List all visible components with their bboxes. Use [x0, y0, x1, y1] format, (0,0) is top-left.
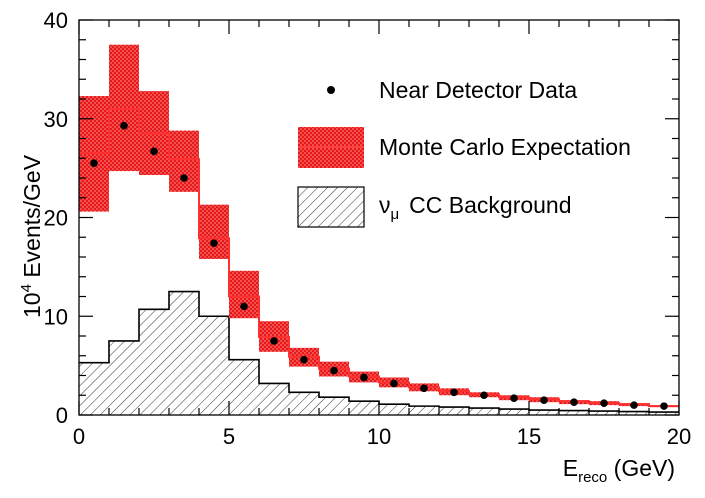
background-histogram	[79, 290, 679, 415]
background-bar	[589, 411, 619, 415]
background-bar	[79, 362, 109, 415]
background-bar	[649, 412, 679, 415]
data-point	[390, 379, 398, 388]
data-point	[300, 355, 308, 364]
x-tick-label: 0	[73, 424, 85, 449]
background-bar	[259, 383, 289, 415]
y-tick-label: 40	[44, 8, 68, 33]
y-tick-label: 10	[44, 304, 68, 329]
legend-label-background: νμ CC Background	[379, 192, 572, 223]
data-point	[360, 373, 368, 382]
y-axis-title: 104 Events/GeV	[18, 154, 45, 318]
data-point	[630, 401, 638, 409]
background-bar	[559, 410, 589, 415]
mc-band	[79, 44, 679, 408]
background-bar	[619, 411, 649, 415]
axis-ticks	[78, 19, 680, 416]
legend: Near Detector Data Monte Carlo Expectati…	[297, 77, 631, 228]
background-bar	[349, 401, 379, 415]
background-bar	[169, 291, 199, 415]
mc-error-box	[199, 204, 229, 259]
x-tick-label: 20	[667, 424, 691, 449]
data-point	[660, 402, 668, 410]
data-point	[150, 147, 158, 156]
x-tick-label: 15	[517, 424, 541, 449]
data-points	[90, 121, 668, 410]
data-point	[90, 159, 98, 167]
data-point	[210, 239, 218, 247]
data-point	[420, 384, 428, 393]
mc-error-box	[169, 130, 199, 192]
background-bar	[199, 316, 229, 415]
y-tick-label: 0	[56, 403, 68, 428]
background-bar	[109, 340, 139, 415]
legend-marker-data	[327, 86, 335, 94]
data-point	[600, 399, 608, 407]
data-point	[540, 396, 548, 404]
x-tick-label: 10	[367, 424, 391, 449]
background-bar	[289, 392, 319, 415]
y-tick-label: 30	[44, 107, 68, 132]
legend-swatch-background	[297, 186, 365, 228]
background-bar	[139, 309, 169, 415]
data-point	[510, 394, 518, 403]
background-bar	[229, 359, 259, 415]
x-axis-title: Ereco (GeV)	[563, 455, 675, 486]
data-point	[450, 388, 458, 397]
tick-labels: 0 5 10 15 20 0 10 20 30 40	[44, 8, 692, 449]
background-bar	[409, 406, 439, 415]
legend-label-data: Near Detector Data	[379, 77, 577, 103]
background-bar	[529, 410, 559, 415]
data-point	[480, 391, 488, 400]
x-tick-label: 5	[223, 424, 235, 449]
data-point	[270, 337, 278, 345]
plot-area	[79, 44, 679, 415]
y-tick-label: 20	[44, 206, 68, 231]
background-bar	[499, 409, 529, 415]
data-point	[120, 121, 128, 130]
data-point	[330, 366, 338, 375]
background-bar	[439, 407, 469, 415]
background-bar	[469, 408, 499, 415]
data-point	[240, 302, 248, 311]
data-point	[570, 398, 578, 406]
data-point	[180, 174, 188, 182]
legend-label-mc: Monte Carlo Expectation	[379, 134, 631, 160]
mc-error-box	[229, 270, 259, 319]
background-bar	[379, 404, 409, 415]
background-bar	[319, 397, 349, 415]
